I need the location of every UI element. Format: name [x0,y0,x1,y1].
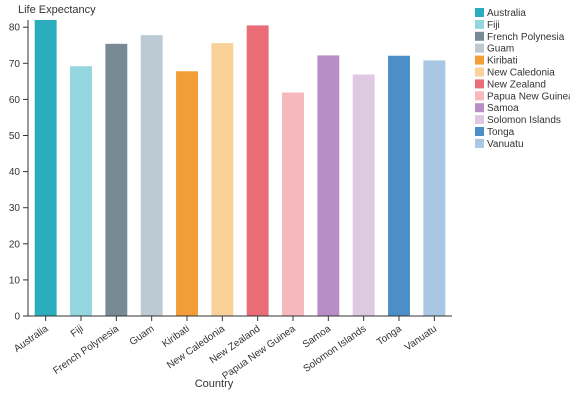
x-tick-label: Vanuatu [403,323,439,353]
y-tick-label: 20 [9,239,21,250]
bar-fiji [70,66,92,316]
legend-label-french-polynesia: French Polynesia [487,32,565,43]
plot-area [34,20,446,317]
legend-label-samoa: Samoa [487,103,519,114]
legend-swatch-australia [475,8,484,17]
legend-swatch-guam [475,43,484,53]
legend-swatch-papua-new-guinea [475,91,484,101]
legend-swatch-samoa [475,103,484,113]
legend-label-vanuatu: Vanuatu [487,139,524,150]
y-tick-label: 10 [9,275,21,286]
legend-label-australia: Australia [487,8,526,19]
y-tick-label: 40 [9,167,21,178]
legend-swatch-solomon-islands [475,115,484,125]
legend-label-solomon-islands: Solomon Islands [487,115,561,126]
legend-label-guam: Guam [487,44,514,55]
legend-label-fiji: Fiji [487,20,500,31]
legend-label-papua-new-guinea: Papua New Guinea [487,91,570,102]
y-tick-label: 80 [9,23,21,34]
x-tick-label: Tonga [375,323,404,348]
legend-label-new-zealand: New Zealand [487,79,546,90]
legend-swatch-french-polynesia [475,31,484,41]
bar-new-zealand [246,25,269,316]
legend-swatch-new-caledonia [475,67,484,77]
x-axis-title: Country [195,378,234,390]
y-tick-label: 60 [9,95,21,106]
bar-solomon-islands [352,74,375,316]
legend-swatch-vanuatu [475,138,484,148]
bar-samoa [317,55,340,316]
y-tick-label: 50 [9,131,21,142]
y-axis-ticks: 0 10 20 30 40 50 60 70 80 [9,23,28,323]
bar-kiribati [176,71,198,316]
legend-label-tonga: Tonga [487,127,515,138]
y-tick-label: 30 [9,203,21,214]
bar-french-polynesia [105,43,128,316]
y-axis-title: Life Expectancy [18,4,96,16]
bar-guam [140,35,163,316]
y-tick-label: 70 [9,59,21,70]
bar-new-caledonia [211,43,234,316]
legend-swatch-kiribati [475,55,484,65]
x-tick-label: Australia [12,323,51,355]
x-tick-label: Solomon Islands [302,323,369,374]
x-tick-label: French Polynesia [51,323,121,377]
bar-australia [34,20,57,316]
legend-swatch-fiji [475,19,484,29]
x-tick-label: Fiji [69,323,86,339]
bar-tonga [388,55,410,317]
legend-label-new-caledonia: New Caledonia [487,68,555,79]
legend-label-kiribati: Kiribati [487,56,518,67]
y-tick-label: 0 [14,312,20,323]
x-tick-label: Guam [128,323,157,348]
legend-swatch-new-zealand [475,79,484,89]
bar-vanuatu [423,60,446,317]
legend-swatch-tonga [475,127,484,136]
bar-papua-new-guinea [282,92,304,317]
